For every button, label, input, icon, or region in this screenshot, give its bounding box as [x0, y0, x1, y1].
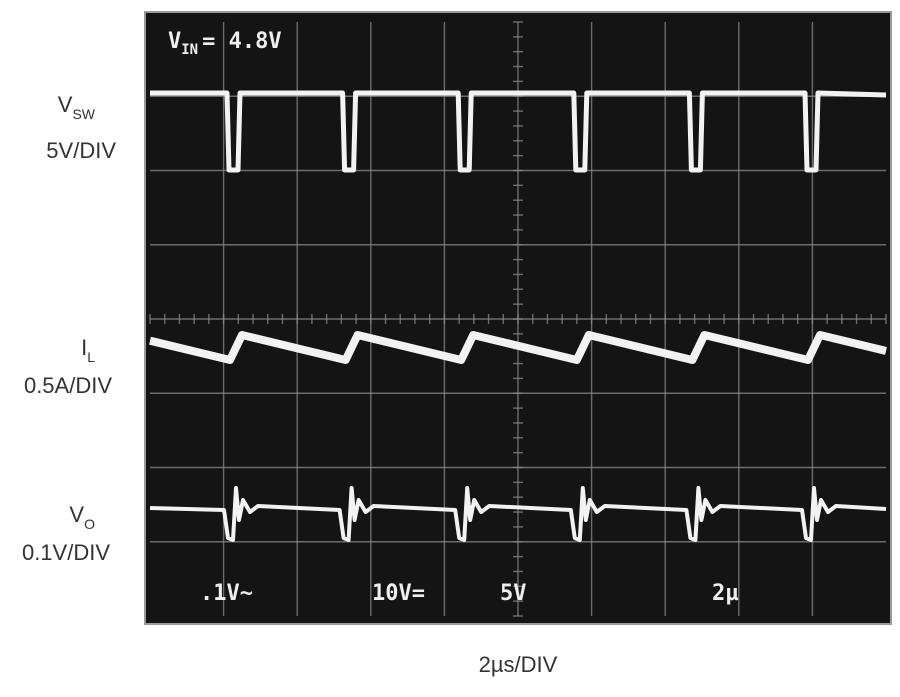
- channel-label: VO: [69, 502, 95, 532]
- channel-label: IL: [81, 335, 95, 365]
- value: = 4.8V: [202, 29, 281, 54]
- readout: 10V=: [372, 581, 425, 606]
- readout: 5V: [500, 581, 527, 606]
- subscript: O: [84, 516, 95, 532]
- channel-scale: 0.5A/DIV: [24, 373, 112, 398]
- switch-voltage-trace: [150, 90, 887, 173]
- input-voltage-label: VIN = 4.8V: [168, 29, 282, 58]
- channel-scale: 0.1V/DIV: [22, 540, 110, 565]
- channel-scale: 5V/DIV: [46, 138, 116, 163]
- channel-label: VSW: [58, 92, 96, 122]
- symbol: I: [81, 335, 87, 360]
- symbol: V: [168, 29, 181, 54]
- subscript: IN: [181, 42, 198, 58]
- symbol: V: [58, 92, 73, 117]
- readout: .1V~: [200, 581, 253, 606]
- subscript: L: [87, 349, 95, 365]
- readout: 2µ: [712, 581, 739, 606]
- subscript: SW: [72, 106, 95, 122]
- inductor-current-trace: [149, 331, 887, 364]
- output-voltage-trace: [149, 486, 887, 542]
- symbol: V: [69, 502, 84, 527]
- time-scale: 2µs/DIV: [479, 652, 558, 677]
